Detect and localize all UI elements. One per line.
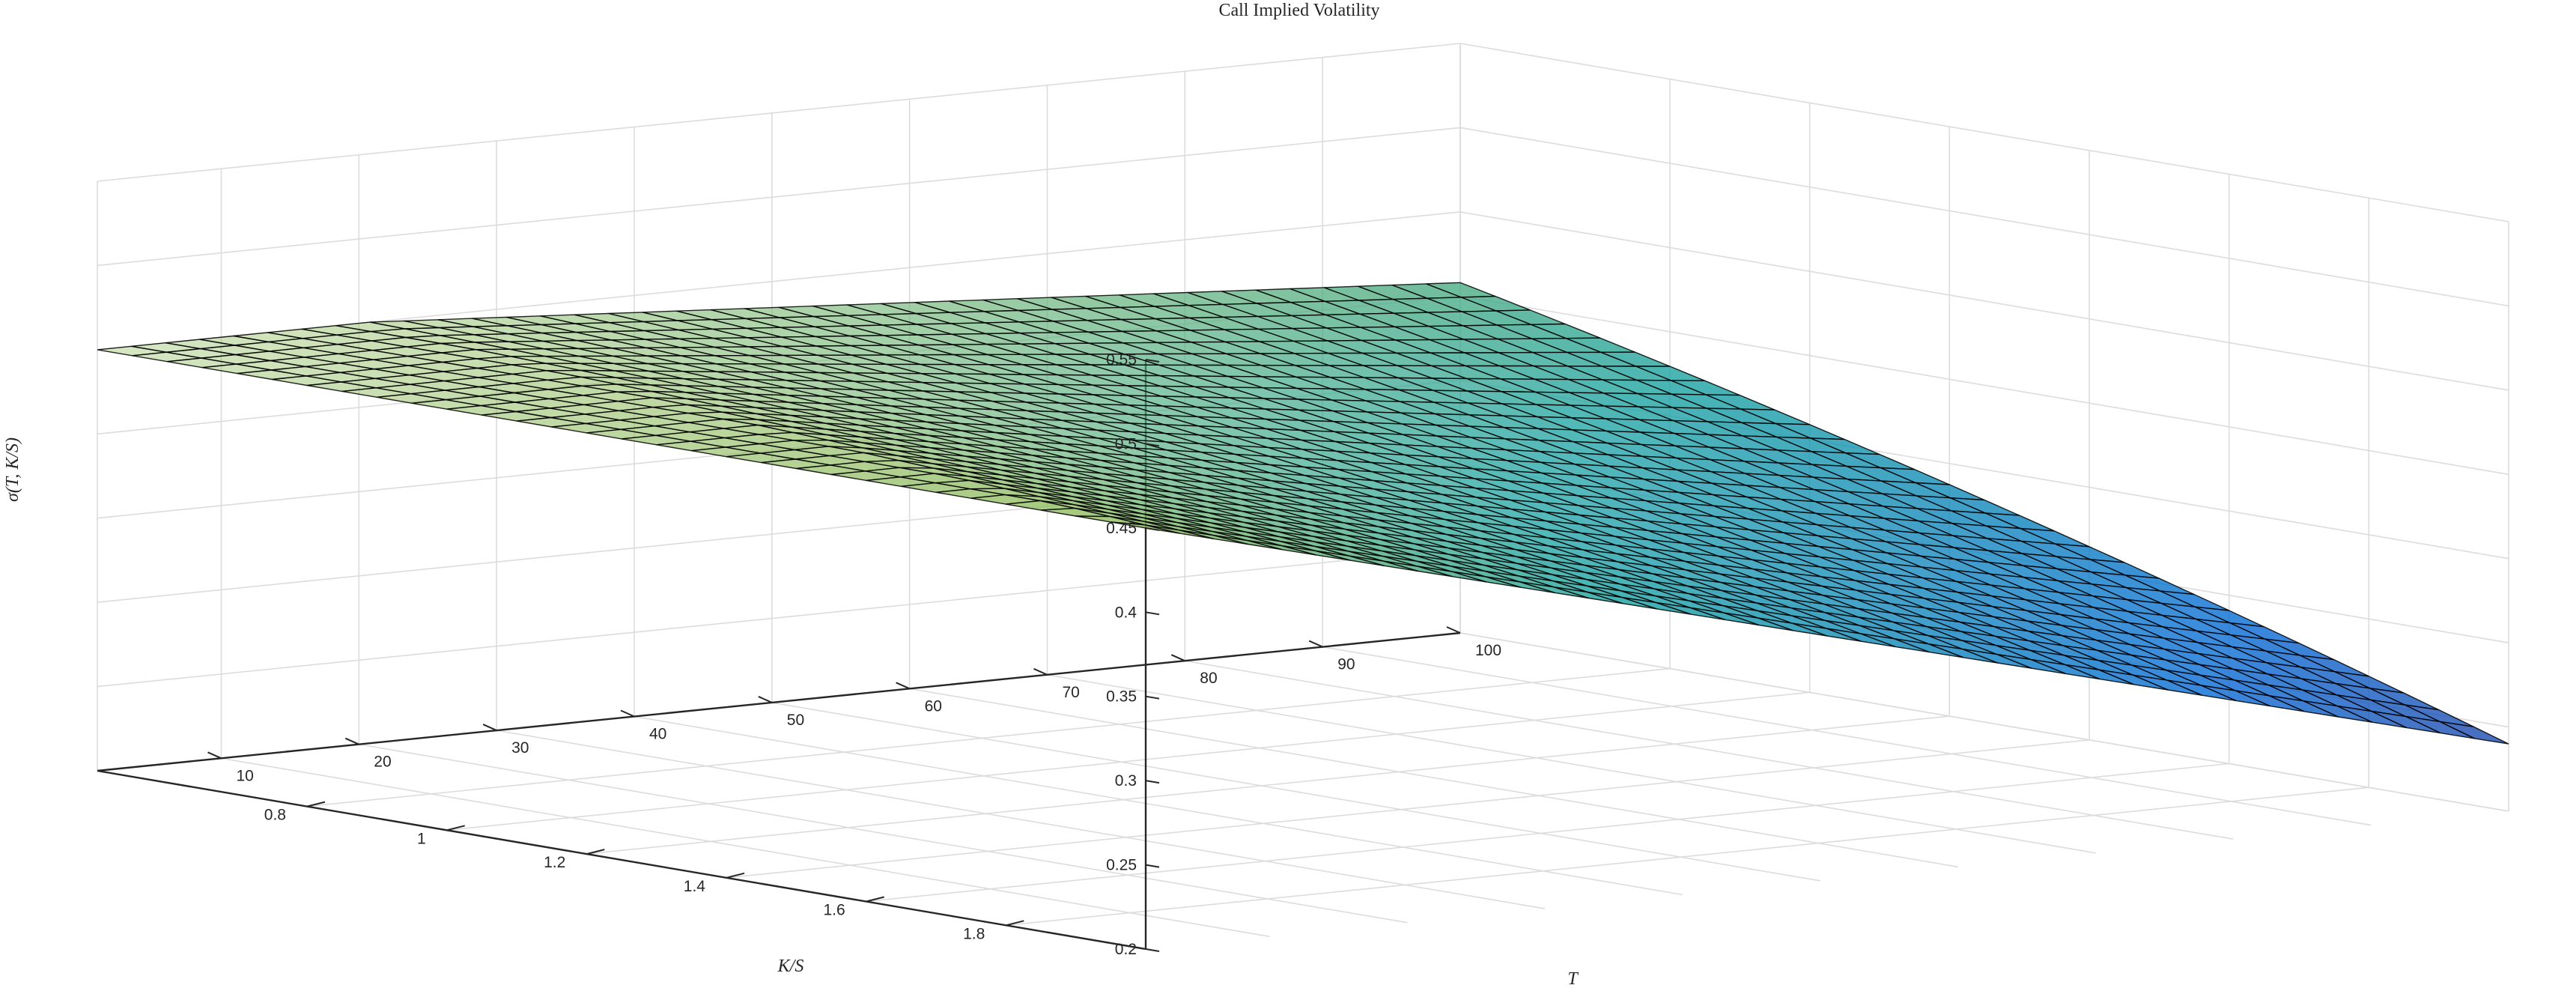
x-tick-label: 50 [787,712,804,729]
grid-line [446,691,1810,831]
x-tick [344,737,359,745]
x-tick [620,709,635,718]
grid-line [1459,632,2509,812]
y-tick [726,872,745,879]
y-tick [586,849,605,855]
x-tick-label: 60 [925,697,942,715]
z-tick [1145,527,1160,531]
x-tick-label: 70 [1063,684,1080,701]
grid-line [1047,674,2096,854]
z-tick-label: 0.3 [1115,772,1137,790]
z-tick-label: 0.5 [1115,435,1137,452]
z-tick-label: 0.2 [1115,941,1137,958]
y-tick-label: 1.6 [823,902,845,919]
grid-line [866,763,2229,903]
x-tick-label: 10 [237,767,254,784]
z-tick [1145,359,1160,363]
grid-line [97,43,1461,182]
grid-line [771,702,1820,882]
z-tick-label: 0.25 [1106,857,1137,874]
z-tick [1145,780,1160,784]
grid-line [634,715,1683,896]
volatility-surface [97,282,2509,745]
z-tick [1145,695,1160,700]
y-tick [446,825,465,831]
x-tick [207,751,222,760]
z-tick-label: 0.35 [1106,688,1137,706]
x-tick-label: 40 [649,726,666,743]
grid-line [909,688,1958,868]
grid-line [97,127,1461,267]
z-tick [1145,948,1160,952]
grid-line [1322,646,2372,826]
x-tick [758,695,773,703]
x-tick [1033,667,1048,676]
x-tick [1170,654,1185,662]
grid-line [1459,43,2509,222]
x-tick-label: 80 [1200,670,1217,687]
y-tick-label: 1.2 [544,854,565,871]
y-tick-label: 1.4 [684,878,706,895]
x-tick-label: 30 [511,739,529,757]
grid-line [586,715,1950,855]
grid-line [97,548,1461,688]
grid-line [1459,211,2509,391]
y-tick-label: 0.8 [264,807,286,824]
x-tick [896,682,911,690]
y-axis-line [97,769,1146,951]
grid-line [359,743,1408,924]
y-tick [1006,920,1024,927]
z-tick-label: 0.4 [1115,604,1137,621]
grid-line [221,757,1270,938]
z-tick-label: 0.55 [1106,351,1137,369]
grid-line [306,667,1671,807]
y-tick [306,801,326,807]
chart-title: Call Implied Volatility [1218,1,1379,20]
grid-line [1459,295,2509,476]
grid-line [1459,127,2509,307]
y-tick-label: 1 [417,830,426,847]
grid-line [1006,787,2369,927]
x-tick [1308,640,1323,648]
grid-line [1185,660,2234,840]
z-tick-label: 0.45 [1106,520,1137,537]
x-axis-label: T [1567,969,1579,989]
z-tick [1145,443,1160,447]
z-tick [1145,864,1160,868]
y-tick-label: 1.8 [963,925,985,942]
y-axis-label: K/S [777,957,804,976]
grid-line [496,730,1546,909]
tick-labels: 0.2 0.25 0.3 0.35 0.4 0.45 0.5 0.55 0.8 1 1.2 1.4 1.… [207,351,1501,958]
surface-patch [1111,521,1180,534]
y-tick [866,896,884,903]
grid-line [726,739,2090,879]
z-axis-label: σ(T, K/S) [3,437,22,502]
x-tick-label: 100 [1475,642,1501,659]
x-tick [482,724,497,732]
x-axis-line [97,631,1461,772]
z-tick [1145,611,1160,616]
x-tick-label: 20 [374,754,391,771]
x-tick [1446,626,1461,634]
x-tick-label: 90 [1337,656,1355,673]
